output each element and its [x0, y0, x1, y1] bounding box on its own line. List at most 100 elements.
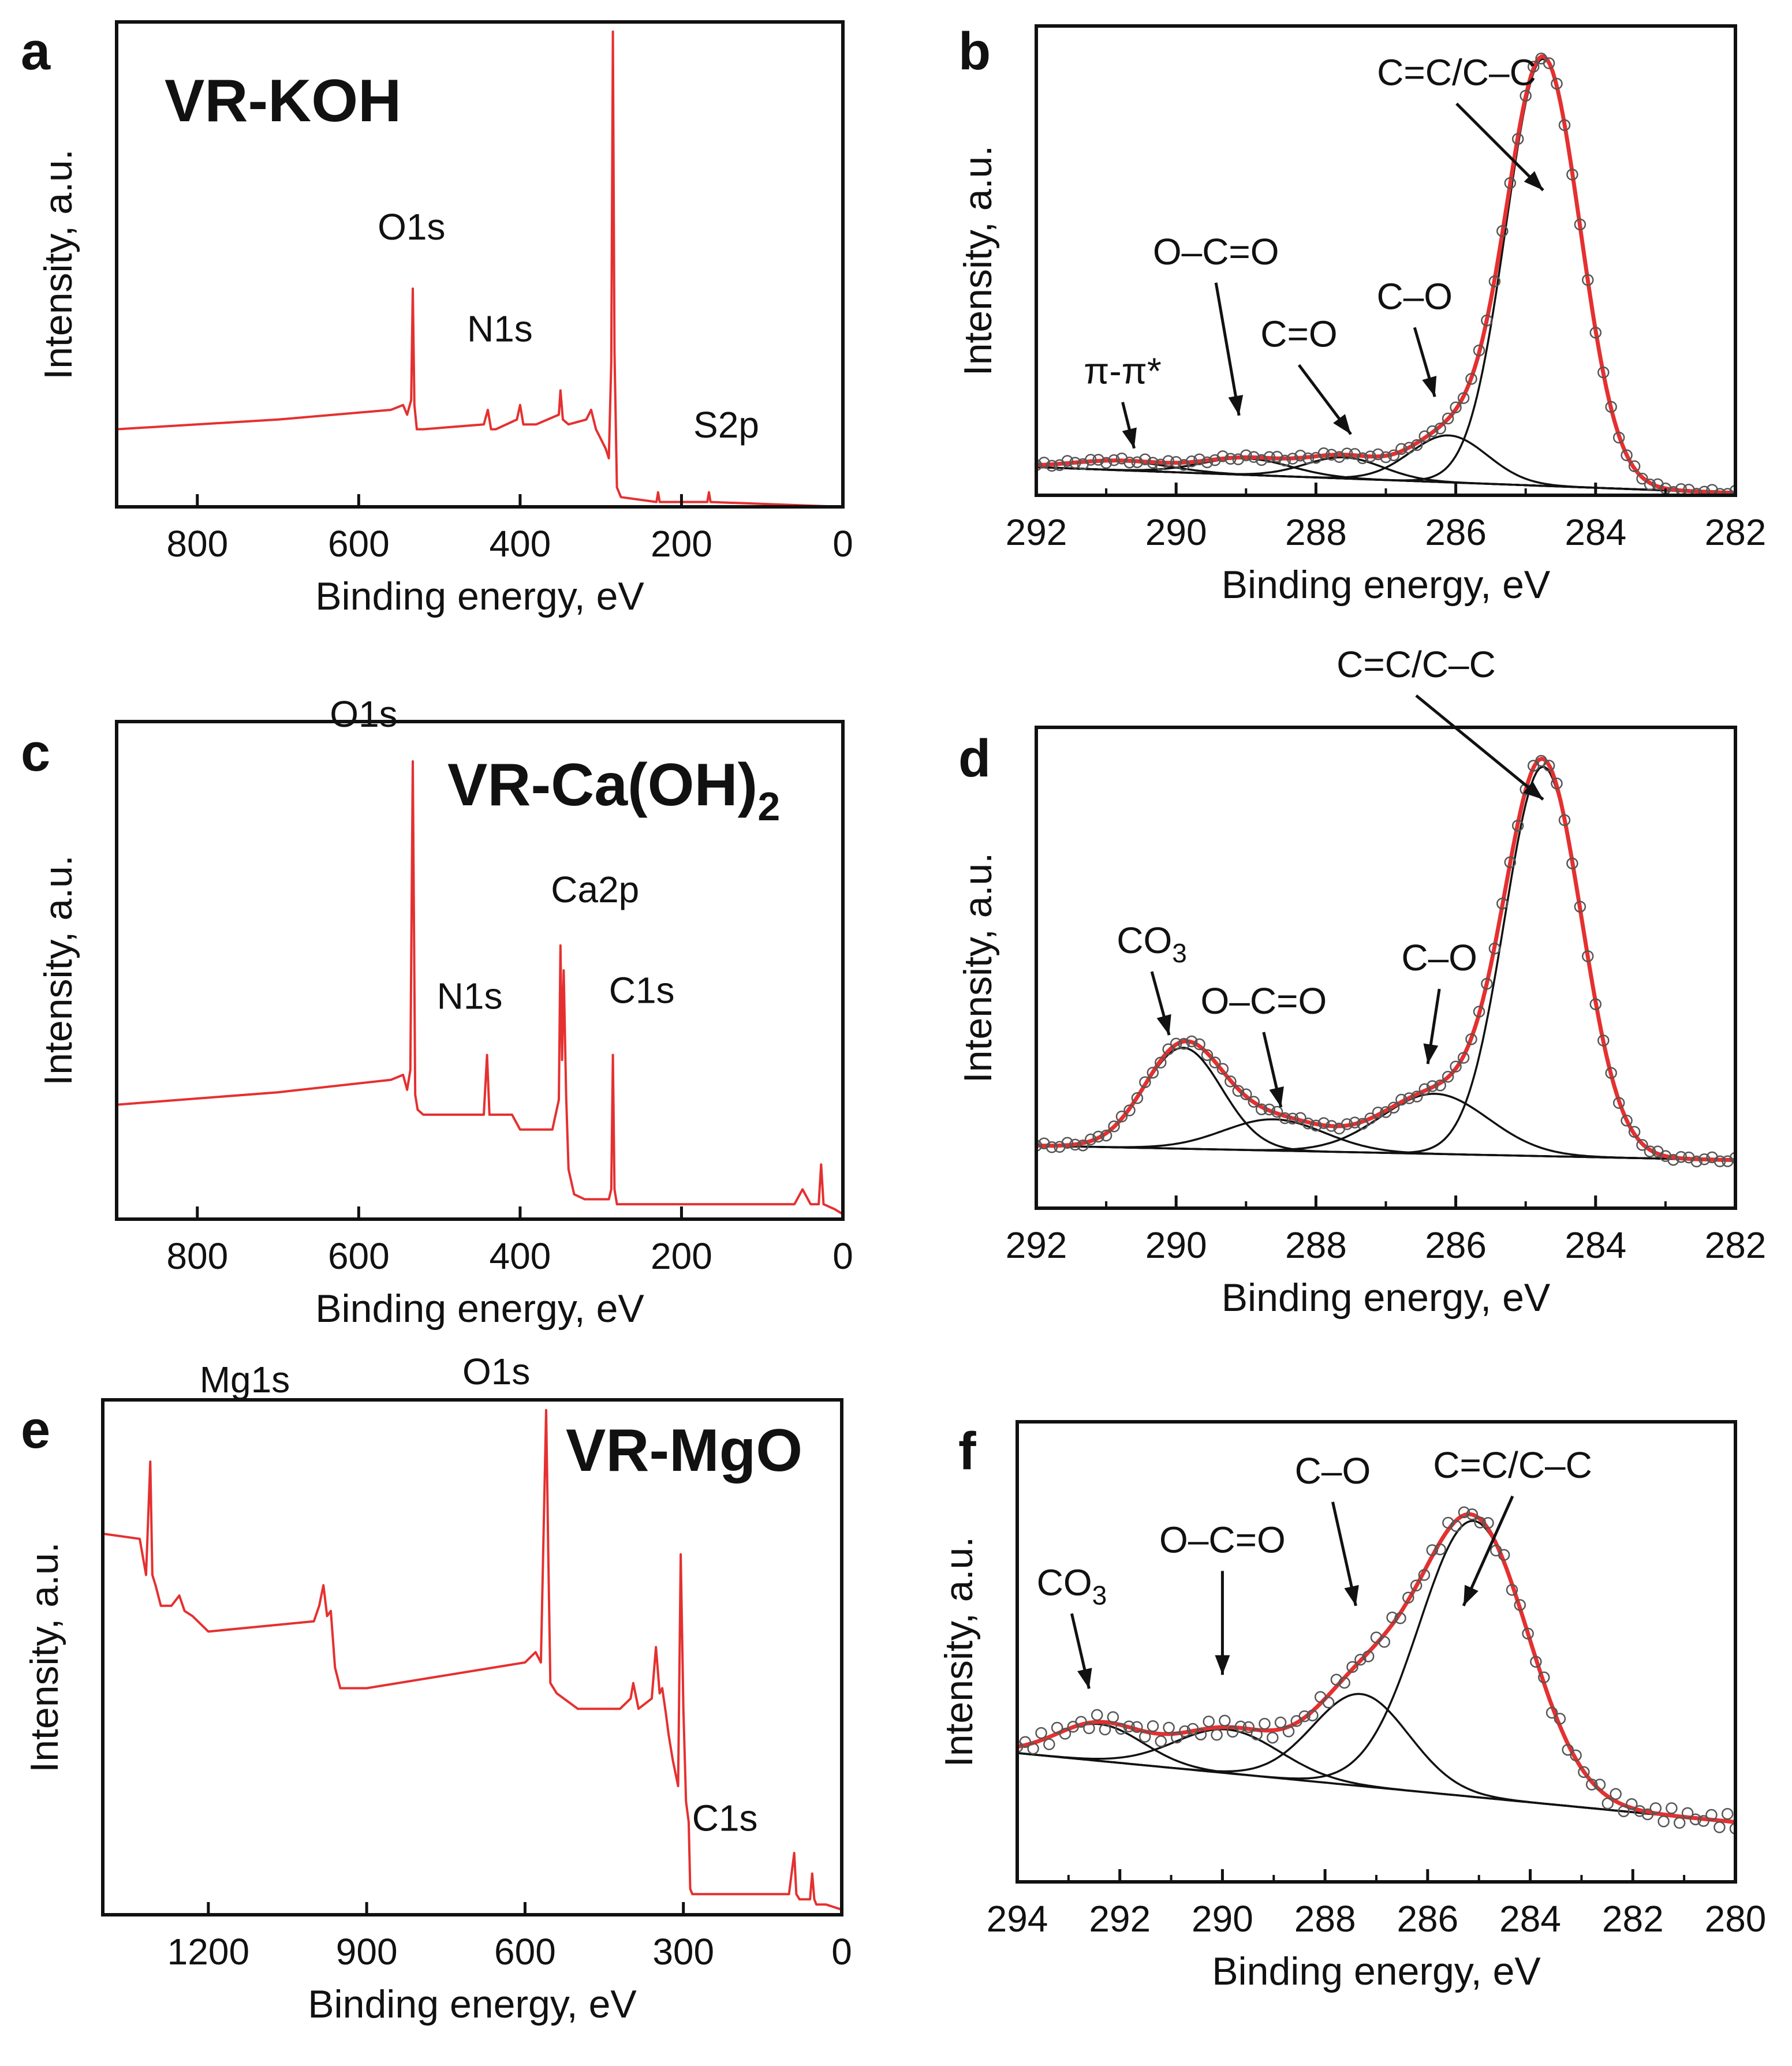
data-point-marker	[1666, 1802, 1678, 1814]
data-point-marker	[1201, 1049, 1214, 1061]
data-point-marker	[1099, 1723, 1111, 1736]
sample-title: VR-KOH	[165, 68, 401, 135]
data-point-marker	[1364, 1112, 1376, 1124]
data-point-marker	[1286, 453, 1299, 465]
data-point-marker	[1155, 458, 1167, 471]
data-point-marker	[1504, 177, 1517, 189]
data-point-marker	[1570, 1749, 1582, 1762]
x-tick-label: 600	[328, 523, 390, 565]
panel-f: f C=C/C–C C–OO–C=O CO3 294 292 290 288 286 284 282…	[937, 1420, 1766, 1993]
y-axis-label: Intensity, a.u.	[956, 853, 1000, 1083]
peak-label-o1s: O1s	[378, 206, 445, 248]
data-point-marker	[1364, 450, 1376, 462]
data-point-marker	[1566, 169, 1578, 181]
x-tick-label: 288	[1294, 1898, 1356, 1940]
x-tick-label: 900	[336, 1931, 398, 1972]
data-point-marker	[1084, 1133, 1097, 1146]
data-point-marker	[1543, 57, 1555, 69]
panel-d: d C=C/C–C C–O O–C=O CO3 292 290 288 286 284 282 Bin…	[956, 644, 1766, 1320]
data-point-marker	[1514, 1599, 1526, 1611]
annotation-label-pi-pistar: π-π*	[1084, 350, 1162, 392]
data-point-marker	[1612, 1097, 1625, 1109]
x-tick-label: 600	[494, 1931, 556, 1972]
plot-area	[1017, 1506, 1735, 1835]
x-tick-label: 400	[489, 1235, 551, 1277]
y-axis-label: Intensity, a.u.	[937, 1537, 981, 1767]
plot-frame	[1035, 24, 1737, 497]
data-point-marker	[1481, 314, 1493, 327]
data-point-marker	[1386, 1611, 1398, 1624]
plot-frame	[101, 1398, 843, 1916]
annotation-arrow	[1415, 694, 1544, 801]
data-point-marker	[1163, 1721, 1175, 1734]
data-point-marker	[1585, 1779, 1598, 1791]
data-point-marker	[1418, 1569, 1431, 1581]
data-point-marker	[1193, 453, 1205, 466]
data-point-marker	[1216, 1063, 1229, 1075]
fit-envelope-line	[1017, 1512, 1735, 1824]
data-point-marker	[1216, 450, 1229, 462]
panel-letter-d: d	[958, 729, 991, 788]
x-tick-label: 290	[1145, 1224, 1207, 1266]
data-point-marker	[1108, 1120, 1120, 1133]
data-point-marker	[1644, 479, 1656, 491]
data-point-marker	[1465, 373, 1477, 385]
data-point-marker	[1131, 1721, 1143, 1733]
x-tick-label: 200	[651, 523, 712, 565]
data-point-marker	[1450, 1060, 1462, 1073]
data-point-marker	[1170, 1037, 1182, 1050]
data-point-marker	[1038, 457, 1050, 469]
data-point-marker	[1458, 1506, 1470, 1519]
data-point-marker	[1418, 1083, 1431, 1096]
data-point-marker	[1636, 1139, 1648, 1151]
data-point-marker	[1729, 484, 1735, 495]
data-point-marker	[1083, 1722, 1095, 1735]
data-point-marker	[1155, 1056, 1167, 1069]
data-point-marker	[1232, 1085, 1245, 1097]
data-point-marker	[1457, 392, 1470, 404]
x-tick-label: 292	[1006, 1224, 1067, 1266]
data-point-marker	[1551, 77, 1563, 90]
data-point-marker	[1667, 1153, 1679, 1166]
data-point-marker	[1673, 1817, 1686, 1829]
data-point-marker	[1498, 1549, 1510, 1561]
data-point-marker	[1077, 1139, 1089, 1152]
sample-title: VR-Ca(OH)2	[447, 752, 780, 829]
x-tick-label: 282	[1602, 1898, 1664, 1940]
data-point-marker	[1279, 454, 1291, 467]
data-point-marker	[1061, 455, 1074, 467]
x-tick-label: 282	[1705, 1224, 1767, 1266]
data-point-marker	[1621, 449, 1633, 461]
data-point-marker	[1242, 1721, 1255, 1734]
data-point-marker	[1387, 449, 1400, 461]
data-point-marker	[1601, 1797, 1614, 1810]
data-point-marker	[1306, 1709, 1319, 1721]
data-point-marker	[1721, 1808, 1734, 1820]
survey-spectrum-line	[117, 30, 843, 507]
data-point-marker	[1294, 1112, 1306, 1124]
peak-label-n1s: N1s	[437, 976, 503, 1017]
data-point-marker	[1302, 1118, 1315, 1130]
data-point-marker	[1186, 1723, 1199, 1735]
data-point-marker	[1403, 1092, 1416, 1104]
annotation-arrow	[1462, 1495, 1514, 1607]
data-point-marker	[1474, 1516, 1486, 1529]
data-point-marker	[1248, 1096, 1260, 1108]
data-point-marker	[1322, 1697, 1335, 1709]
annotation-label-o-c-o: O–C=O	[1200, 980, 1327, 1022]
component-curve-co3	[1017, 1723, 1735, 1824]
data-point-marker	[1558, 814, 1571, 827]
data-point-marker	[1059, 1728, 1072, 1740]
data-point-marker	[1729, 1822, 1735, 1835]
data-point-marker	[1488, 942, 1501, 955]
data-point-marker	[1380, 451, 1392, 464]
plot-frame	[115, 720, 845, 1221]
data-point-marker	[1043, 1738, 1055, 1750]
x-axis-label: Binding energy, eV	[315, 574, 644, 618]
data-point-marker	[1209, 1056, 1221, 1069]
annotation-label-c-c-c-c: C=C/C–C	[1377, 52, 1536, 94]
data-point-marker	[1267, 1731, 1279, 1744]
data-point-marker	[1061, 1137, 1074, 1149]
plot-area	[1036, 53, 1735, 495]
data-point-marker	[1698, 1153, 1711, 1165]
